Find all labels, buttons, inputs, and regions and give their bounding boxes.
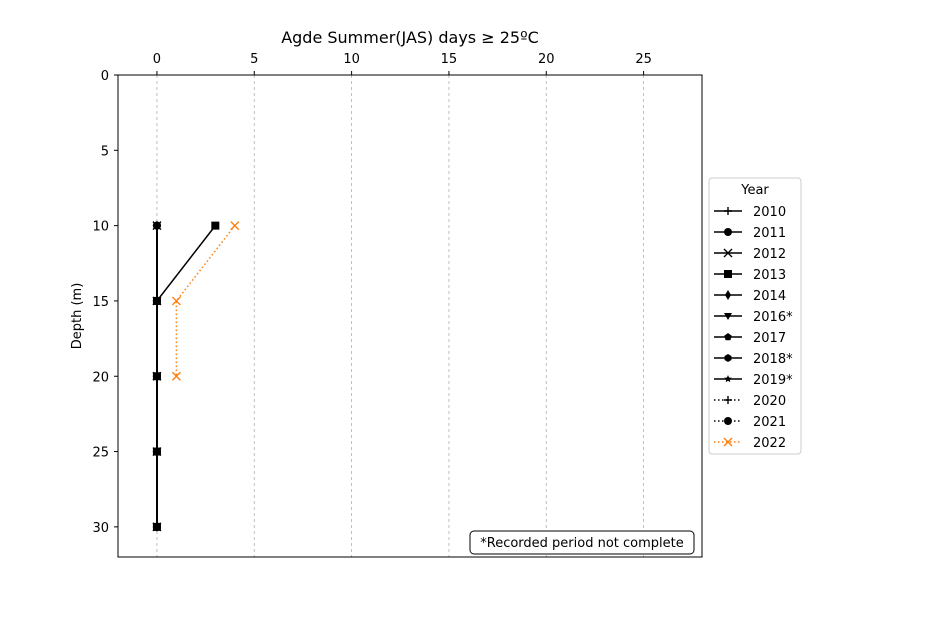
x-tick-label: 25 xyxy=(635,52,652,67)
legend-label: 2016* xyxy=(753,310,793,325)
legend-marker xyxy=(723,248,733,258)
y-tick-label: 5 xyxy=(101,144,109,159)
legend-label: 2021 xyxy=(753,415,786,430)
legend-label: 2020 xyxy=(753,394,786,409)
annotation-box: *Recorded period not complete xyxy=(469,530,695,555)
chart-title: Agde Summer(JAS) days ≥ 25ºC xyxy=(281,28,539,47)
grid-layer xyxy=(156,75,644,557)
legend-marker xyxy=(724,417,732,425)
legend-marker xyxy=(724,228,732,236)
series-point xyxy=(152,221,161,230)
x-tick-label: 15 xyxy=(441,52,458,67)
series-point xyxy=(152,372,161,381)
series-point xyxy=(211,221,220,230)
series-point xyxy=(230,221,240,231)
series-point xyxy=(171,371,181,381)
legend-marker xyxy=(724,354,732,362)
legend-marker xyxy=(724,396,732,404)
series-point xyxy=(152,522,161,531)
legend-label: 2010 xyxy=(753,205,786,220)
plot-frame xyxy=(117,74,703,558)
series-point xyxy=(152,296,161,305)
y-axis-ticks: 0 5 10 15 20 25 30 xyxy=(92,69,118,536)
legend-label: 2018* xyxy=(753,352,793,367)
y-tick-label: 10 xyxy=(92,220,109,235)
series-point xyxy=(152,447,161,456)
y-tick-label: 15 xyxy=(92,295,109,310)
series-line xyxy=(175,225,236,377)
x-axis-ticks: 0 5 10 15 20 25 xyxy=(153,52,652,75)
legend-label: 2022 xyxy=(753,436,786,451)
legend-frame xyxy=(708,177,802,455)
x-tick-label: 20 xyxy=(538,52,555,67)
series-layer xyxy=(152,220,240,532)
y-tick-label: 30 xyxy=(92,521,109,536)
legend-marker xyxy=(724,375,732,383)
y-tick-label: 0 xyxy=(101,69,109,84)
x-tick-label: 5 xyxy=(250,52,258,67)
legend-label: 2011 xyxy=(753,226,786,241)
legend-marker xyxy=(723,437,733,447)
legend-marker xyxy=(724,207,732,215)
y-tick-label: 20 xyxy=(92,370,109,385)
series-line xyxy=(156,225,216,527)
legend: Year 201020112012201320142016*20172018*2… xyxy=(708,177,802,455)
legend-label: 2013 xyxy=(753,268,786,283)
x-tick-label: 0 xyxy=(153,52,161,67)
legend-label: 2019* xyxy=(753,373,793,388)
legend-items: 2010 2011 2012 2013 2014 2016* 2017 2018* 2019* 2… xyxy=(714,205,793,451)
legend-marker xyxy=(724,313,732,320)
y-axis-label: Depth (m) xyxy=(70,283,85,350)
legend-marker xyxy=(724,333,732,341)
series-point xyxy=(171,296,181,306)
legend-marker xyxy=(725,290,731,300)
legend-label: 2012 xyxy=(753,247,786,262)
x-tick-label: 10 xyxy=(343,52,360,67)
annotation-text: *Recorded period not complete xyxy=(480,536,684,551)
legend-marker xyxy=(724,270,732,278)
legend-title: Year xyxy=(740,183,769,198)
legend-label: 2017 xyxy=(753,331,786,346)
legend-label: 2014 xyxy=(753,289,786,304)
y-tick-label: 25 xyxy=(92,446,109,461)
